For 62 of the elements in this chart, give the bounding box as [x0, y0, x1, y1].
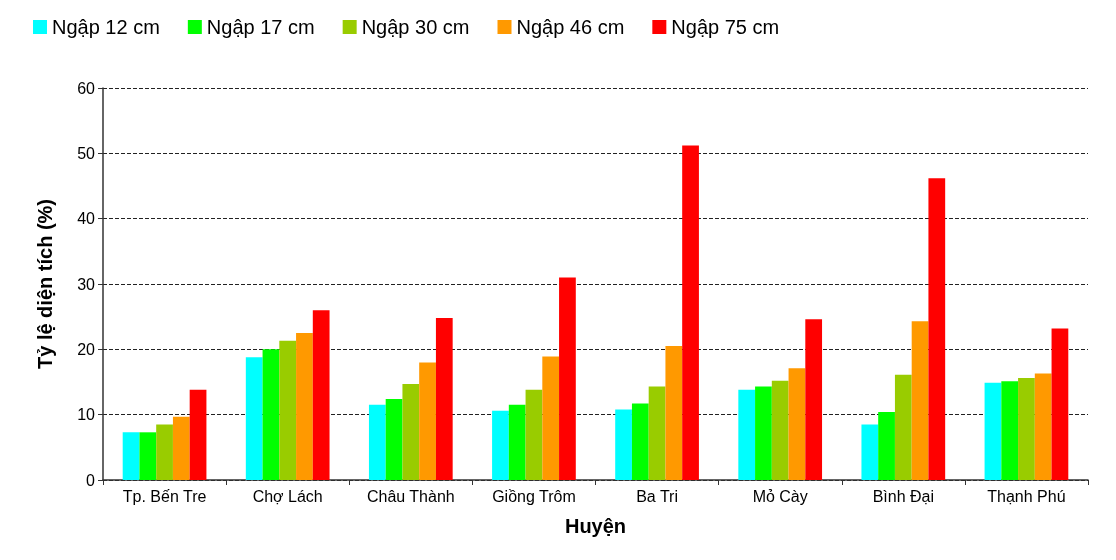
bar	[631, 403, 649, 480]
y-axis-title: Tỷ lệ diện tích (%)	[34, 198, 56, 370]
bar	[682, 145, 699, 480]
bar	[172, 416, 190, 480]
bar	[894, 374, 912, 480]
bar	[771, 380, 789, 480]
bar	[245, 357, 263, 480]
x-tick-label: Châu Thành	[366, 487, 455, 505]
y-tick-label: 50	[77, 144, 96, 162]
bar	[402, 383, 420, 480]
bar	[1051, 328, 1069, 480]
bar	[122, 432, 140, 480]
bar	[928, 178, 946, 480]
bar	[435, 317, 453, 480]
bar	[861, 424, 879, 480]
bar	[665, 346, 683, 480]
y-tick-label: 10	[77, 406, 96, 424]
bar	[805, 319, 823, 480]
y-tick-label: 60	[77, 79, 96, 97]
x-tick-label: Thạnh Phú	[987, 487, 1066, 505]
x-tick-label: Giồng Trôm	[492, 487, 576, 505]
bar	[1034, 373, 1052, 480]
legend-label: Ngập 75 cm	[671, 16, 780, 38]
bar	[139, 432, 157, 480]
x-tick-label: Tp. Bến Tre	[122, 487, 207, 505]
bar	[156, 424, 173, 480]
bar	[984, 382, 1002, 480]
bar	[1001, 381, 1019, 480]
y-tick-label: 30	[77, 275, 96, 293]
x-tick-label: Ba Tri	[636, 487, 678, 505]
legend-label: Ngập 30 cm	[361, 16, 470, 38]
bar	[419, 362, 436, 480]
bar	[542, 356, 560, 480]
bar	[279, 340, 297, 480]
x-tick-label: Bình Đại	[872, 487, 934, 505]
bar	[368, 404, 386, 480]
legend-label: Ngập 46 cm	[516, 16, 625, 38]
bar	[648, 386, 666, 480]
bar	[508, 404, 526, 480]
bar	[615, 409, 632, 480]
y-tick-label: 0	[86, 471, 96, 489]
x-tick-label: Mỏ Cày	[752, 487, 808, 505]
legend-label: Ngập 12 cm	[52, 16, 160, 38]
bar	[525, 389, 543, 480]
x-axis-title: Huyện	[564, 515, 627, 537]
bar	[385, 398, 403, 480]
bar	[878, 412, 895, 480]
bar	[312, 310, 330, 480]
bar	[262, 349, 280, 480]
bar	[1018, 378, 1035, 480]
bar	[911, 321, 929, 480]
bar	[296, 333, 313, 480]
bar	[788, 368, 806, 480]
bar	[738, 389, 756, 480]
bar	[559, 277, 576, 480]
y-tick-label: 40	[77, 210, 96, 228]
x-tick-label: Chợ Lách	[252, 487, 323, 505]
bar	[755, 386, 772, 480]
y-tick-label: 20	[77, 340, 96, 358]
bar	[189, 389, 207, 480]
bar	[492, 410, 509, 480]
legend-label: Ngập 17 cm	[206, 16, 315, 38]
